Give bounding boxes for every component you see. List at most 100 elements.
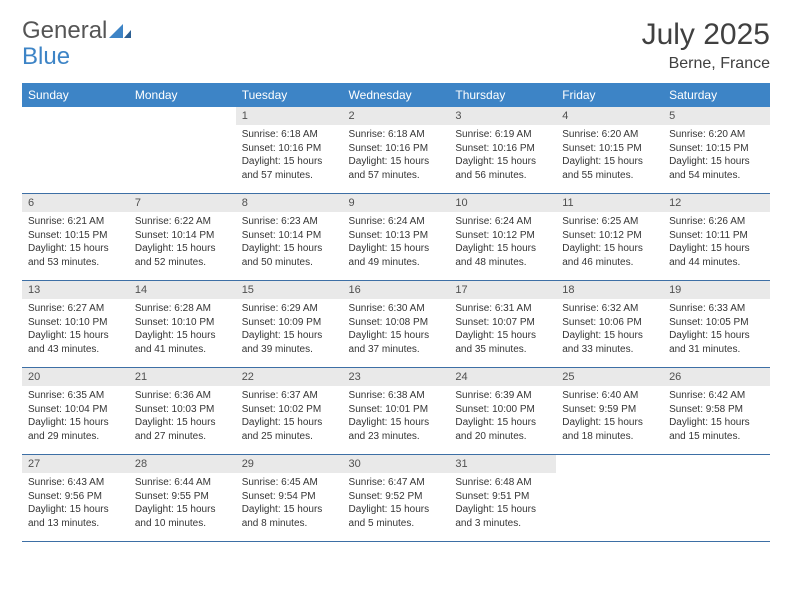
day-number: 19 (663, 281, 770, 299)
day-number: 18 (556, 281, 663, 299)
calendar-cell: 14Sunrise: 6:28 AMSunset: 10:10 PMDaylig… (129, 281, 236, 368)
day-details: Sunrise: 6:33 AMSunset: 10:05 PMDaylight… (663, 299, 770, 361)
calendar-cell: 25Sunrise: 6:40 AMSunset: 9:59 PMDayligh… (556, 368, 663, 455)
day-number: 5 (663, 107, 770, 125)
day-details: Sunrise: 6:43 AMSunset: 9:56 PMDaylight:… (22, 473, 129, 535)
calendar-cell: 3Sunrise: 6:19 AMSunset: 10:16 PMDayligh… (449, 107, 556, 194)
weekday-header: Tuesday (236, 83, 343, 107)
calendar-cell: 20Sunrise: 6:35 AMSunset: 10:04 PMDaylig… (22, 368, 129, 455)
calendar-cell: 17Sunrise: 6:31 AMSunset: 10:07 PMDaylig… (449, 281, 556, 368)
day-details: Sunrise: 6:24 AMSunset: 10:13 PMDaylight… (343, 212, 450, 274)
calendar-table: SundayMondayTuesdayWednesdayThursdayFrid… (22, 83, 770, 542)
calendar-body: ....1Sunrise: 6:18 AMSunset: 10:16 PMDay… (22, 107, 770, 542)
day-number: 15 (236, 281, 343, 299)
day-details: Sunrise: 6:32 AMSunset: 10:06 PMDaylight… (556, 299, 663, 361)
day-number: 10 (449, 194, 556, 212)
day-details: Sunrise: 6:48 AMSunset: 9:51 PMDaylight:… (449, 473, 556, 535)
calendar-cell: 26Sunrise: 6:42 AMSunset: 9:58 PMDayligh… (663, 368, 770, 455)
day-number: 12 (663, 194, 770, 212)
day-details: Sunrise: 6:39 AMSunset: 10:00 PMDaylight… (449, 386, 556, 448)
day-details: Sunrise: 6:37 AMSunset: 10:02 PMDaylight… (236, 386, 343, 448)
day-number: 22 (236, 368, 343, 386)
title-block: July 2025 Berne, France (642, 18, 770, 73)
calendar-cell: 7Sunrise: 6:22 AMSunset: 10:14 PMDayligh… (129, 194, 236, 281)
day-number: 20 (22, 368, 129, 386)
day-details: Sunrise: 6:44 AMSunset: 9:55 PMDaylight:… (129, 473, 236, 535)
weekday-header: Wednesday (343, 83, 450, 107)
weekday-header: Monday (129, 83, 236, 107)
weekday-header: Thursday (449, 83, 556, 107)
calendar-cell: .. (663, 455, 770, 542)
day-details: Sunrise: 6:45 AMSunset: 9:54 PMDaylight:… (236, 473, 343, 535)
calendar-cell: 13Sunrise: 6:27 AMSunset: 10:10 PMDaylig… (22, 281, 129, 368)
day-details: Sunrise: 6:20 AMSunset: 10:15 PMDaylight… (556, 125, 663, 187)
header-row: General Blue July 2025 Berne, France (22, 18, 770, 73)
day-number: 6 (22, 194, 129, 212)
day-details: Sunrise: 6:35 AMSunset: 10:04 PMDaylight… (22, 386, 129, 448)
day-number: 13 (22, 281, 129, 299)
calendar-week-row: 20Sunrise: 6:35 AMSunset: 10:04 PMDaylig… (22, 368, 770, 455)
calendar-cell: 1Sunrise: 6:18 AMSunset: 10:16 PMDayligh… (236, 107, 343, 194)
calendar-cell: 2Sunrise: 6:18 AMSunset: 10:16 PMDayligh… (343, 107, 450, 194)
day-details: Sunrise: 6:28 AMSunset: 10:10 PMDaylight… (129, 299, 236, 361)
day-number: 26 (663, 368, 770, 386)
calendar-cell: 4Sunrise: 6:20 AMSunset: 10:15 PMDayligh… (556, 107, 663, 194)
calendar-cell: 29Sunrise: 6:45 AMSunset: 9:54 PMDayligh… (236, 455, 343, 542)
day-details: Sunrise: 6:26 AMSunset: 10:11 PMDaylight… (663, 212, 770, 274)
calendar-week-row: 6Sunrise: 6:21 AMSunset: 10:15 PMDayligh… (22, 194, 770, 281)
calendar-week-row: 27Sunrise: 6:43 AMSunset: 9:56 PMDayligh… (22, 455, 770, 542)
day-number: 27 (22, 455, 129, 473)
day-number: 4 (556, 107, 663, 125)
day-details: Sunrise: 6:25 AMSunset: 10:12 PMDaylight… (556, 212, 663, 274)
calendar-cell: 8Sunrise: 6:23 AMSunset: 10:14 PMDayligh… (236, 194, 343, 281)
logo-part2: Blue (22, 43, 70, 70)
calendar-cell: 23Sunrise: 6:38 AMSunset: 10:01 PMDaylig… (343, 368, 450, 455)
day-number: 29 (236, 455, 343, 473)
calendar-cell: 24Sunrise: 6:39 AMSunset: 10:00 PMDaylig… (449, 368, 556, 455)
day-details: Sunrise: 6:38 AMSunset: 10:01 PMDaylight… (343, 386, 450, 448)
calendar-week-row: ....1Sunrise: 6:18 AMSunset: 10:16 PMDay… (22, 107, 770, 194)
calendar-cell: 21Sunrise: 6:36 AMSunset: 10:03 PMDaylig… (129, 368, 236, 455)
day-details: Sunrise: 6:29 AMSunset: 10:09 PMDaylight… (236, 299, 343, 361)
day-details: Sunrise: 6:18 AMSunset: 10:16 PMDaylight… (343, 125, 450, 187)
calendar-cell: 19Sunrise: 6:33 AMSunset: 10:05 PMDaylig… (663, 281, 770, 368)
day-number: 3 (449, 107, 556, 125)
calendar-cell: 27Sunrise: 6:43 AMSunset: 9:56 PMDayligh… (22, 455, 129, 542)
day-details: Sunrise: 6:30 AMSunset: 10:08 PMDaylight… (343, 299, 450, 361)
day-details: Sunrise: 6:36 AMSunset: 10:03 PMDaylight… (129, 386, 236, 448)
calendar-cell: 6Sunrise: 6:21 AMSunset: 10:15 PMDayligh… (22, 194, 129, 281)
calendar-week-row: 13Sunrise: 6:27 AMSunset: 10:10 PMDaylig… (22, 281, 770, 368)
day-number: 25 (556, 368, 663, 386)
weekday-header: Sunday (22, 83, 129, 107)
calendar-cell: 15Sunrise: 6:29 AMSunset: 10:09 PMDaylig… (236, 281, 343, 368)
day-number: 31 (449, 455, 556, 473)
calendar-cell: .. (129, 107, 236, 194)
day-number: 9 (343, 194, 450, 212)
day-number: 17 (449, 281, 556, 299)
calendar-cell: 11Sunrise: 6:25 AMSunset: 10:12 PMDaylig… (556, 194, 663, 281)
day-details: Sunrise: 6:19 AMSunset: 10:16 PMDaylight… (449, 125, 556, 187)
logo: General Blue (22, 18, 131, 71)
calendar-cell: 30Sunrise: 6:47 AMSunset: 9:52 PMDayligh… (343, 455, 450, 542)
day-details: Sunrise: 6:47 AMSunset: 9:52 PMDaylight:… (343, 473, 450, 535)
day-details: Sunrise: 6:24 AMSunset: 10:12 PMDaylight… (449, 212, 556, 274)
logo-part1: General (22, 17, 107, 44)
calendar-cell: 9Sunrise: 6:24 AMSunset: 10:13 PMDayligh… (343, 194, 450, 281)
month-title: July 2025 (642, 18, 770, 51)
weekday-header-row: SundayMondayTuesdayWednesdayThursdayFrid… (22, 83, 770, 107)
day-number: 8 (236, 194, 343, 212)
calendar-cell: 12Sunrise: 6:26 AMSunset: 10:11 PMDaylig… (663, 194, 770, 281)
day-number: 1 (236, 107, 343, 125)
logo-sail-icon (109, 22, 131, 43)
calendar-cell: .. (556, 455, 663, 542)
day-details: Sunrise: 6:23 AMSunset: 10:14 PMDaylight… (236, 212, 343, 274)
logo-text: General Blue (22, 18, 131, 71)
day-details: Sunrise: 6:31 AMSunset: 10:07 PMDaylight… (449, 299, 556, 361)
day-number: 21 (129, 368, 236, 386)
day-number: 14 (129, 281, 236, 299)
calendar-cell: 28Sunrise: 6:44 AMSunset: 9:55 PMDayligh… (129, 455, 236, 542)
day-details: Sunrise: 6:22 AMSunset: 10:14 PMDaylight… (129, 212, 236, 274)
day-number: 24 (449, 368, 556, 386)
calendar-cell: 10Sunrise: 6:24 AMSunset: 10:12 PMDaylig… (449, 194, 556, 281)
day-number: 11 (556, 194, 663, 212)
